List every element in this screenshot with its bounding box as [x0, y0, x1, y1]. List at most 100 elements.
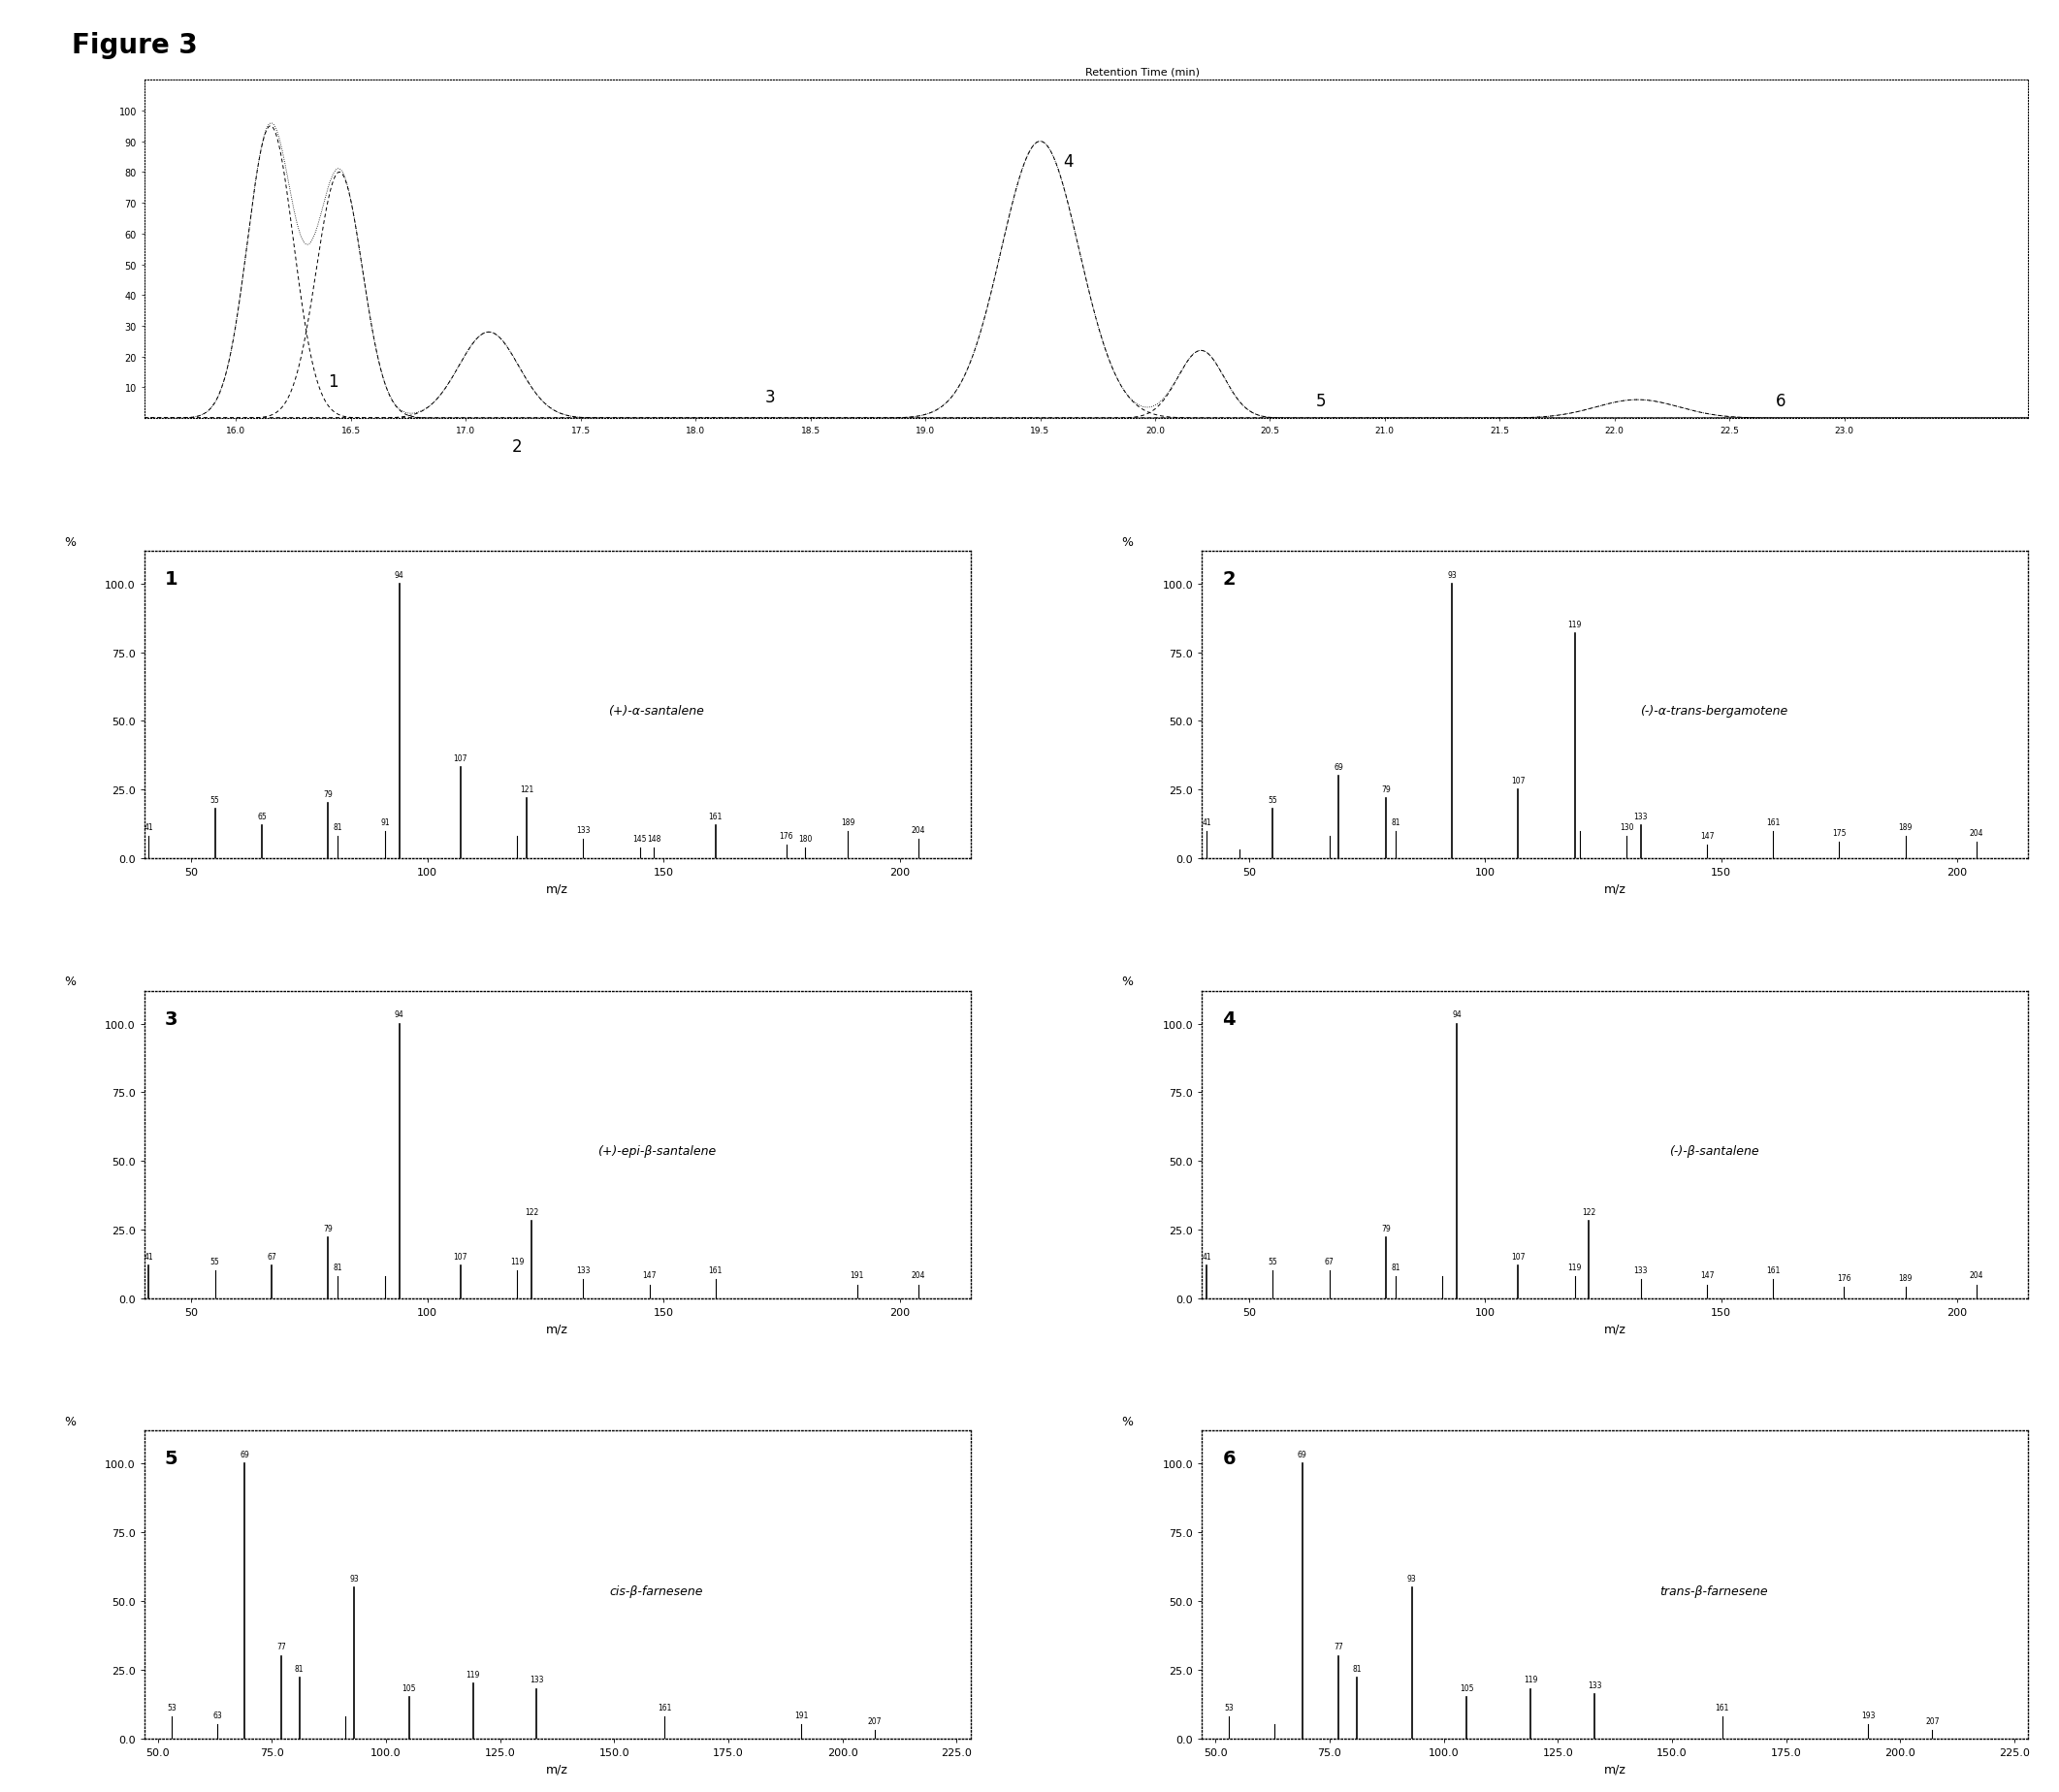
Text: 93: 93: [350, 1573, 358, 1582]
X-axis label: m/z: m/z: [546, 882, 568, 894]
Text: 41: 41: [144, 823, 154, 831]
Text: 55: 55: [1268, 796, 1277, 805]
Text: 94: 94: [1452, 1011, 1462, 1020]
Text: (-)-β-santalene: (-)-β-santalene: [1670, 1145, 1758, 1158]
Text: 3: 3: [165, 1009, 177, 1029]
Text: 207: 207: [1925, 1717, 1940, 1726]
Text: 67: 67: [1324, 1258, 1334, 1265]
Text: 53: 53: [1225, 1702, 1233, 1711]
Text: %: %: [64, 536, 76, 548]
X-axis label: m/z: m/z: [1604, 1762, 1627, 1774]
Text: 122: 122: [1581, 1208, 1596, 1217]
Text: 94: 94: [395, 570, 404, 579]
Text: 189: 189: [1898, 823, 1913, 831]
Text: 161: 161: [708, 812, 723, 821]
Text: 41: 41: [1202, 1253, 1211, 1260]
Text: 204: 204: [912, 826, 927, 835]
Text: 6: 6: [1775, 392, 1785, 410]
Text: 1: 1: [165, 570, 177, 588]
Text: 133: 133: [1587, 1681, 1602, 1690]
Text: 191: 191: [850, 1271, 865, 1279]
Text: 189: 189: [1898, 1274, 1913, 1283]
Text: 161: 161: [1715, 1702, 1730, 1711]
Text: 148: 148: [647, 833, 661, 842]
Text: 81: 81: [334, 1263, 342, 1272]
Text: %: %: [64, 975, 76, 987]
Text: 161: 161: [708, 1265, 723, 1274]
Text: 79: 79: [323, 1224, 334, 1233]
Text: 121: 121: [519, 785, 533, 794]
Text: 161: 161: [1767, 817, 1781, 826]
Text: 105: 105: [1460, 1683, 1474, 1692]
Text: 55: 55: [210, 796, 220, 805]
Text: 147: 147: [1701, 831, 1713, 840]
Text: 79: 79: [323, 790, 334, 799]
Text: 2: 2: [1223, 570, 1235, 588]
Text: 6: 6: [1223, 1450, 1235, 1468]
Text: 79: 79: [1382, 785, 1390, 794]
Text: 41: 41: [1202, 817, 1211, 826]
Text: 105: 105: [402, 1683, 416, 1692]
Text: 55: 55: [1268, 1258, 1277, 1265]
Text: 69: 69: [1297, 1450, 1307, 1459]
Text: 175: 175: [1833, 828, 1847, 837]
Text: 176: 176: [1837, 1274, 1851, 1283]
Text: 81: 81: [294, 1665, 305, 1674]
Text: 147: 147: [642, 1271, 657, 1279]
Text: 133: 133: [577, 1265, 591, 1274]
Text: 145: 145: [632, 833, 647, 842]
Text: 107: 107: [1511, 776, 1526, 785]
Text: 4: 4: [1223, 1009, 1235, 1029]
Text: %: %: [1122, 1416, 1132, 1428]
Text: %: %: [1122, 536, 1132, 548]
Text: 79: 79: [1382, 1224, 1390, 1233]
Text: 63: 63: [212, 1711, 222, 1720]
Text: 69: 69: [1334, 763, 1342, 771]
Text: 161: 161: [657, 1702, 671, 1711]
Text: 122: 122: [525, 1208, 537, 1217]
Text: 119: 119: [1567, 1263, 1581, 1272]
Text: 133: 133: [1635, 1265, 1647, 1274]
Text: 3: 3: [764, 389, 774, 407]
Text: 67: 67: [268, 1253, 276, 1260]
Text: %: %: [64, 1416, 76, 1428]
Text: (-)-α-trans-bergamotene: (-)-α-trans-bergamotene: [1641, 704, 1787, 717]
Text: 207: 207: [867, 1717, 881, 1726]
Text: %: %: [1122, 975, 1132, 987]
Text: 5: 5: [165, 1450, 177, 1468]
Text: 91: 91: [381, 817, 389, 826]
Text: 81: 81: [1390, 1263, 1400, 1272]
Text: 191: 191: [795, 1711, 809, 1720]
Text: 204: 204: [912, 1271, 927, 1279]
Text: 204: 204: [1968, 1271, 1983, 1279]
X-axis label: m/z: m/z: [1604, 882, 1627, 894]
Text: Figure 3: Figure 3: [72, 32, 198, 59]
Text: 133: 133: [1635, 812, 1647, 821]
X-axis label: m/z: m/z: [546, 1762, 568, 1774]
Text: 133: 133: [529, 1676, 544, 1684]
Text: 77: 77: [1334, 1641, 1342, 1650]
Text: 93: 93: [1406, 1573, 1417, 1582]
Text: 41: 41: [144, 1253, 154, 1260]
Text: 107: 107: [453, 1253, 467, 1260]
Text: 5: 5: [1316, 392, 1326, 410]
Text: 119: 119: [465, 1670, 480, 1679]
Text: 94: 94: [395, 1011, 404, 1020]
Text: 1: 1: [327, 373, 338, 391]
Text: 193: 193: [1861, 1711, 1876, 1720]
Text: 133: 133: [577, 826, 591, 835]
Text: 69: 69: [239, 1450, 249, 1459]
Text: 53: 53: [167, 1702, 177, 1711]
Text: 189: 189: [840, 817, 854, 826]
Text: 93: 93: [1447, 570, 1458, 579]
Text: (+)-α-santalene: (+)-α-santalene: [609, 704, 704, 717]
X-axis label: m/z: m/z: [546, 1322, 568, 1335]
Text: 4: 4: [1062, 154, 1073, 170]
Text: 176: 176: [778, 831, 793, 840]
Text: Retention Time (min): Retention Time (min): [1085, 68, 1200, 77]
Text: 81: 81: [334, 823, 342, 831]
Text: 81: 81: [1353, 1665, 1361, 1674]
Text: 180: 180: [799, 833, 811, 842]
Text: cis-β-farnesene: cis-β-farnesene: [609, 1584, 704, 1597]
Text: (+)-epi-β-santalene: (+)-epi-β-santalene: [597, 1145, 717, 1158]
